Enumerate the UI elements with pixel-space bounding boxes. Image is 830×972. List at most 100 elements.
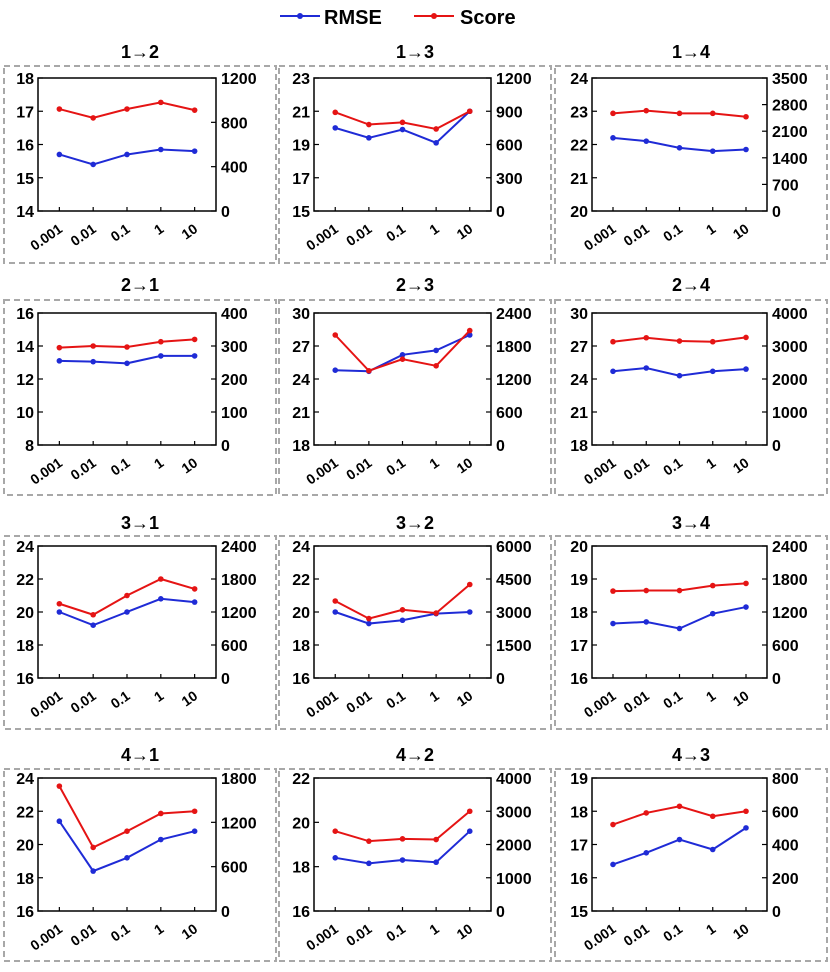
right-tick-label: 0 [496, 671, 505, 688]
right-tick-label: 0 [496, 438, 505, 455]
plot-area [37, 77, 217, 212]
legend: RMSE Score [280, 7, 516, 29]
rmse-point [433, 347, 439, 354]
score-point [399, 607, 406, 613]
left-tick-label: 18 [16, 638, 34, 655]
score-point [610, 338, 616, 345]
left-tick-label: 18 [570, 804, 588, 821]
chart-title: 3→2 [396, 513, 434, 533]
left-tick-label: 17 [292, 171, 310, 188]
x-tick-label: 1 [151, 687, 167, 705]
left-tick-label: 16 [16, 138, 34, 155]
left-tick-label: 14 [16, 339, 34, 356]
rmse-point [158, 146, 164, 153]
left-tick-label: 21 [292, 104, 310, 121]
right-tick-label: 300 [221, 339, 248, 356]
score-point [366, 838, 372, 844]
right-tick-label: 4500 [496, 572, 532, 589]
score-point [158, 338, 164, 345]
chart-panel: 4→2 16 18 20 22 0 1000 2000 3000 4000 0.001 0.01 0.1… [278, 745, 552, 962]
left-tick-label: 16 [16, 671, 34, 688]
rmse-point [709, 148, 716, 154]
panel-frame [278, 768, 552, 962]
x-tick-label: 1 [703, 220, 719, 238]
x-tick-label: 0.001 [581, 687, 619, 720]
right-tick-label: 3000 [496, 605, 532, 622]
rmse-point [676, 625, 683, 632]
rmse-point [676, 145, 683, 151]
panel-frame [554, 65, 828, 264]
right-tick-label: 0 [496, 204, 505, 221]
x-tick-label: 1 [426, 687, 442, 705]
left-tick-label: 21 [570, 171, 588, 188]
right-tick-label: 600 [772, 804, 799, 821]
rmse-point [399, 352, 406, 358]
right-tick-label: 200 [221, 372, 248, 389]
x-tick-label: 0.01 [343, 454, 375, 483]
rmse-point [610, 861, 616, 868]
right-tick-label: 0 [496, 904, 505, 921]
x-tick-label: 1 [426, 920, 442, 938]
right-tick-label: 0 [221, 204, 230, 221]
x-tick-label: 0.01 [620, 920, 652, 949]
x-tick-label: 0.001 [581, 920, 619, 953]
left-tick-label: 27 [570, 339, 588, 356]
right-tick-label: 0 [772, 671, 781, 688]
x-tick-label: 10 [454, 920, 476, 942]
x-tick-label: 10 [730, 454, 752, 476]
right-tick-label: 2800 [772, 98, 808, 115]
right-tick-label: 3000 [496, 804, 532, 821]
left-tick-label: 20 [16, 605, 34, 622]
left-tick-label: 18 [292, 860, 310, 877]
right-tick-label: 400 [221, 160, 248, 177]
x-tick-label: 10 [178, 454, 200, 476]
score-point [676, 110, 683, 117]
left-tick-label: 22 [16, 572, 34, 589]
x-tick-label: 0.01 [343, 220, 375, 249]
rmse-point [366, 135, 372, 141]
left-tick-label: 19 [292, 138, 310, 155]
x-tick-label: 0.1 [660, 454, 685, 478]
panel-frame [3, 535, 277, 730]
score-point [643, 587, 650, 594]
x-tick-label: 0.1 [108, 220, 133, 244]
rmse-point [399, 126, 406, 133]
right-tick-label: 300 [496, 171, 523, 188]
x-tick-label: 0.001 [27, 687, 65, 720]
chart-title: 4→2 [396, 745, 434, 765]
right-tick-label: 600 [496, 405, 523, 422]
chart-title: 4→3 [672, 745, 710, 765]
left-tick-label: 16 [570, 871, 588, 888]
left-tick-label: 20 [16, 838, 34, 855]
right-tick-label: 2400 [772, 539, 808, 556]
right-tick-label: 1800 [772, 572, 808, 589]
x-tick-label: 0.1 [108, 920, 133, 944]
rmse-point [709, 846, 716, 853]
x-tick-label: 10 [730, 220, 752, 242]
left-tick-label: 18 [292, 438, 310, 455]
score-point [399, 119, 406, 126]
chart-title: 4→1 [121, 745, 159, 765]
score-point [610, 588, 616, 594]
x-tick-label: 10 [454, 454, 476, 476]
score-point [709, 110, 716, 117]
rmse-point [743, 366, 749, 372]
rmse-point [610, 620, 616, 627]
score-point [433, 836, 439, 843]
score-point [466, 581, 473, 588]
left-tick-label: 8 [25, 438, 34, 455]
chart-title: 1→3 [396, 42, 434, 62]
legend-score-label: Score [460, 7, 516, 29]
x-tick-label: 0.01 [67, 687, 99, 716]
rmse-point [433, 140, 439, 146]
rmse-point [332, 855, 339, 861]
score-point [191, 107, 198, 113]
left-tick-label: 12 [16, 372, 34, 389]
x-tick-label: 0.1 [108, 687, 133, 711]
right-tick-label: 2400 [221, 539, 257, 556]
panel-frame [554, 299, 828, 496]
left-tick-label: 18 [570, 438, 588, 455]
score-point [743, 113, 749, 120]
